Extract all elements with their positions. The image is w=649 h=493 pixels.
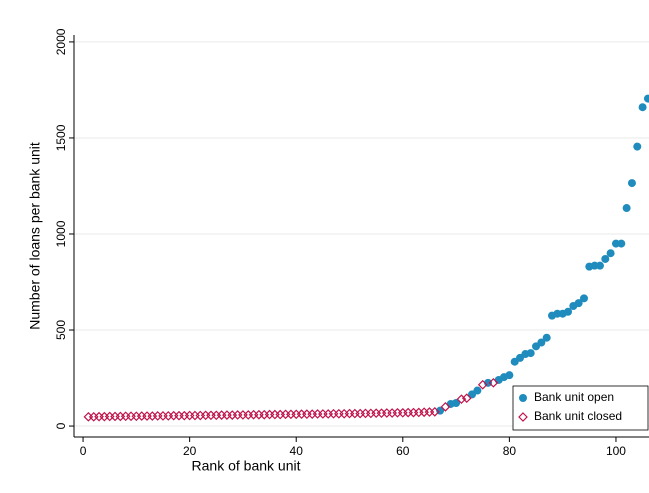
point bbox=[563, 307, 572, 316]
x-tick-label: 60 bbox=[396, 444, 410, 458]
point bbox=[617, 239, 626, 248]
x-axis-label: Rank of bank unit bbox=[192, 458, 301, 474]
point bbox=[440, 401, 451, 412]
legend-label: Bank unit closed bbox=[534, 409, 622, 423]
point bbox=[477, 379, 488, 390]
x-tick-label: 0 bbox=[80, 444, 87, 458]
x-tick-label: 20 bbox=[183, 444, 197, 458]
x-tick-label: 80 bbox=[503, 444, 517, 458]
x-tick-label: 40 bbox=[290, 444, 304, 458]
point bbox=[473, 386, 482, 395]
legend-label: Bank unit open bbox=[534, 390, 614, 404]
point bbox=[429, 406, 440, 417]
point bbox=[574, 299, 583, 308]
y-tick-label: 1500 bbox=[54, 124, 68, 151]
y-tick-label: 1000 bbox=[54, 220, 68, 247]
point bbox=[452, 399, 461, 408]
point bbox=[601, 254, 610, 263]
point bbox=[633, 142, 642, 151]
y-tick-label: 0 bbox=[54, 422, 68, 429]
y-tick-label: 2000 bbox=[54, 28, 68, 55]
point bbox=[526, 349, 535, 358]
legend-marker bbox=[519, 394, 527, 402]
point bbox=[505, 371, 514, 380]
y-axis-label: Number of loans per bank unit bbox=[27, 142, 43, 330]
x-tick-label: 100 bbox=[606, 444, 626, 458]
point bbox=[579, 294, 588, 303]
point bbox=[488, 377, 499, 388]
point bbox=[627, 179, 636, 188]
point bbox=[595, 261, 604, 270]
legend-box bbox=[512, 385, 649, 431]
legend-marker bbox=[518, 412, 528, 422]
point bbox=[537, 338, 546, 347]
point bbox=[456, 394, 467, 405]
point bbox=[643, 94, 649, 103]
point bbox=[461, 393, 472, 404]
point bbox=[542, 333, 551, 342]
y-tick-label: 500 bbox=[54, 320, 68, 340]
point bbox=[622, 204, 631, 213]
point bbox=[606, 249, 615, 258]
point bbox=[638, 103, 647, 112]
